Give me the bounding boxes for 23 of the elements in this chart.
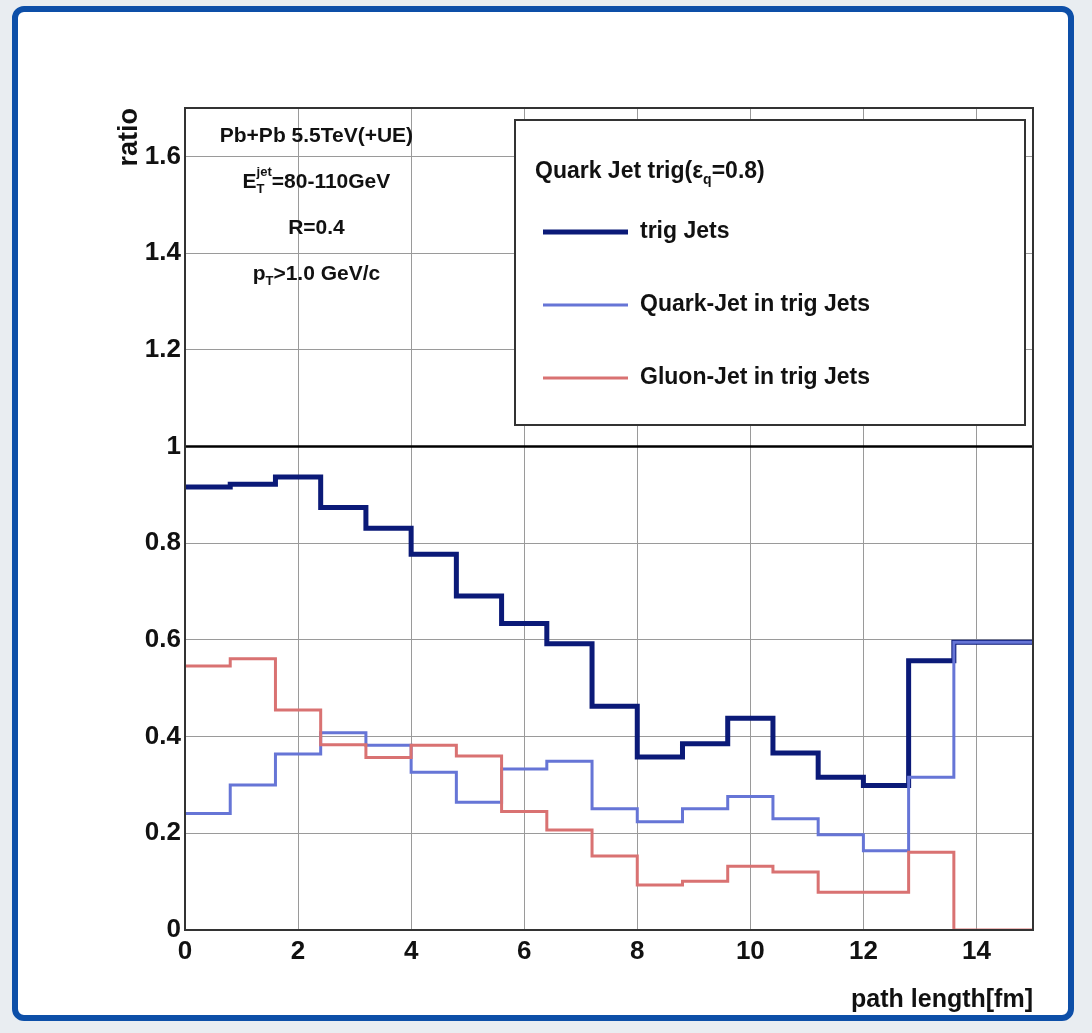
legend-label: trig Jets <box>640 217 730 244</box>
x-tick-label: 10 <box>735 934 765 965</box>
y-tick-label: 1.4 <box>144 236 182 267</box>
y-tick-label: 0.6 <box>144 623 181 654</box>
x-tick-label: 12 <box>848 934 878 965</box>
y-axis-title: ratio <box>113 107 144 167</box>
y-tick-label: 1.6 <box>144 139 181 170</box>
annotation: R=0.4 <box>288 214 346 238</box>
y-tick-label: 0.2 <box>144 816 181 847</box>
x-tick-label: 2 <box>290 934 306 965</box>
y-tick-label: 0.4 <box>144 719 182 750</box>
legend-label: Quark-Jet in trig Jets <box>640 290 871 317</box>
y-tick-label: 1.2 <box>144 332 181 363</box>
y-tick-label: 0.8 <box>144 526 181 557</box>
x-tick-label: 6 <box>516 934 532 965</box>
annotation: Pb+Pb 5.5TeV(+UE) <box>219 122 414 146</box>
x-tick-label: 14 <box>962 934 992 965</box>
x-tick-label: 8 <box>630 934 645 965</box>
x-axis-title: path length[fm] <box>851 983 1034 1012</box>
y-tick-label: 0 <box>166 913 181 944</box>
y-tick-label: 1 <box>166 429 181 460</box>
legend-label: Gluon-Jet in trig Jets <box>640 363 871 390</box>
x-tick-label: 4 <box>403 934 419 965</box>
